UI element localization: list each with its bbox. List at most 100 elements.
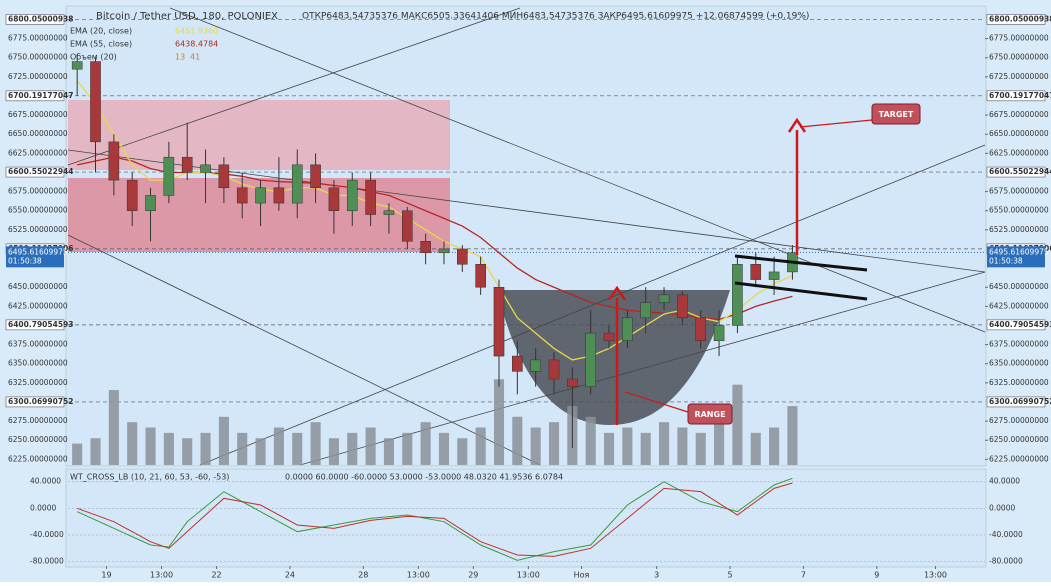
legend-value: 6451.9360 [175, 27, 218, 36]
volume-bar [659, 422, 670, 465]
candle-body [475, 264, 486, 288]
candle-body [236, 187, 248, 204]
x-tick-label: 13:00 [150, 571, 173, 580]
candle-body [255, 187, 266, 204]
osc-tick-label: 0.0000 [989, 503, 1015, 512]
candle-body [658, 294, 670, 303]
candle-body [126, 179, 138, 211]
volume-bar [640, 432, 651, 465]
y-tick-label: 6350.00000000 [989, 359, 1049, 368]
candle-body [420, 241, 431, 254]
level-box [5, 166, 65, 178]
level-label: 6600.55022944 [8, 167, 73, 176]
legend-name: Объем (20) [70, 53, 117, 62]
y-tick-label: 6675.00000000 [8, 110, 68, 119]
osc-tick-label: 40.0000 [989, 477, 1020, 486]
candle-body [603, 332, 615, 342]
osc-tick-label: -40.0000 [30, 530, 64, 539]
candle-body [640, 302, 652, 319]
y-tick-label: 6675.00000000 [989, 110, 1049, 119]
osc-tick-label: -80.0000 [989, 557, 1023, 566]
range-box [687, 403, 733, 425]
callout-line [799, 119, 873, 128]
candle-body [328, 187, 340, 211]
candle-body [677, 294, 688, 319]
chart-title: Bitcoin / Tether USD, 180, POLONIEX [96, 11, 278, 22]
volume-bar [475, 427, 486, 465]
volume-bar [383, 438, 394, 465]
candle-body [383, 210, 395, 215]
volume-bar [530, 427, 541, 465]
volume-bar [695, 432, 706, 465]
y-tick-label: 6650.00000000 [989, 129, 1049, 138]
y-tick-label: 6550.00000000 [8, 206, 68, 215]
cup-shape [497, 290, 730, 425]
y-tick-label: 6375.00000000 [989, 340, 1049, 349]
volume-bar [365, 427, 376, 465]
level-box [986, 90, 1046, 102]
y-tick-label: 6250.00000000 [989, 435, 1049, 444]
level-label: 6800.05000938 [8, 14, 73, 23]
countdown: 01:50:38 [989, 256, 1023, 265]
volume-bar [493, 379, 505, 465]
x-tick-label: 24 [285, 571, 295, 580]
last-price-label: 6495.61609975 [8, 247, 68, 256]
y-tick-label: 6250.00000000 [8, 435, 68, 444]
candle-body [273, 187, 285, 204]
volume-bar [603, 432, 615, 465]
callout-line [624, 391, 689, 413]
volume-bar [200, 432, 211, 465]
legend: EMA (20, close) 6451.9360 EMA (55, close) 6… [70, 27, 218, 62]
x-tick-label: 7 [801, 571, 806, 580]
y-tick-label: 6650.00000000 [8, 129, 68, 138]
legend-name: EMA (20, close) [70, 27, 132, 36]
annotation: RANGE [694, 410, 725, 419]
volume-bar [255, 438, 266, 465]
flag-line [734, 254, 868, 272]
osc-tick-label: 0.0000 [30, 503, 56, 512]
y-tick-label: 6350.00000000 [8, 359, 68, 368]
last-price-label: 6495.61609975 [989, 247, 1049, 256]
flag-lines [734, 254, 868, 301]
volume-bar [457, 438, 468, 465]
oscillator-title: WT_CROSS_LB (10, 21, 60, 53, -60, -53) [70, 473, 229, 482]
candle-body [310, 164, 321, 189]
osc-tick-label: 40.0000 [30, 477, 61, 486]
osc-line [76, 477, 793, 561]
y-tick-label: 6750.00000000 [989, 53, 1049, 62]
y-tick-label: 6525.00000000 [989, 225, 1049, 234]
volume-bar [108, 390, 119, 465]
target-box [871, 103, 921, 125]
volume-bar [328, 438, 339, 465]
trend-line [67, 234, 541, 466]
y-tick-label: 6550.00000000 [989, 206, 1049, 215]
osc-line [76, 482, 793, 557]
candle-body [401, 210, 413, 242]
volume-bar [420, 422, 431, 465]
candle-body [438, 248, 450, 254]
y-tick-label: 6750.00000000 [8, 53, 68, 62]
level-label: 6300.06990752 [989, 397, 1051, 406]
volume-bar [714, 422, 725, 465]
level-box [5, 14, 65, 25]
candle-body [695, 317, 707, 342]
level-label: 6800.05000938 [989, 14, 1051, 23]
y-tick-label: 6625.00000000 [989, 148, 1049, 157]
volume-bar [585, 416, 596, 465]
y-tick-label: 6375.00000000 [8, 340, 68, 349]
trend-lines [67, 7, 986, 466]
candle-body [163, 156, 175, 196]
candle-body [713, 325, 725, 342]
candle-body [768, 271, 780, 280]
volume-bar [769, 427, 780, 465]
level-box [986, 396, 1046, 408]
candle-body [365, 179, 376, 215]
y-tick-label: 6575.00000000 [8, 187, 68, 196]
volume-bar [750, 432, 761, 465]
last-price-box [987, 246, 1045, 268]
candle-body [181, 156, 193, 173]
y-tick-label: 6725.00000000 [8, 72, 68, 81]
candle-body [548, 359, 560, 380]
candle-body [291, 164, 303, 204]
ema-line [76, 80, 793, 361]
